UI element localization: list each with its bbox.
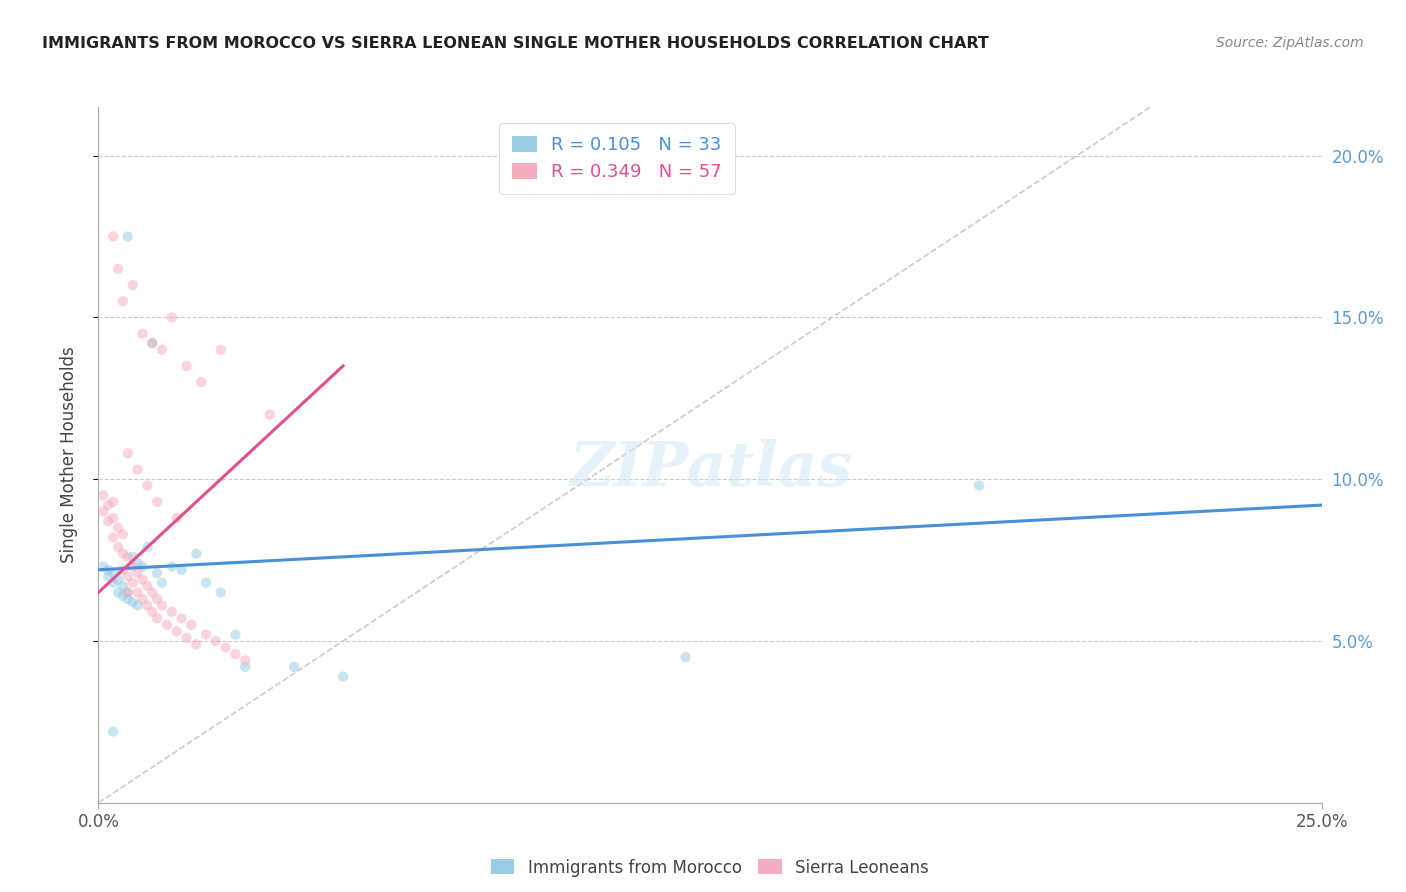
Point [127,585,149,599]
Point [141,605,163,619]
Point [131,573,153,587]
Point [186,637,208,651]
Text: IMMIGRANTS FROM MOROCCO VS SIERRA LEONEAN SINGLE MOTHER HOUSEHOLDS CORRELATION C: IMMIGRANTS FROM MOROCCO VS SIERRA LEONEA… [42,36,988,51]
Point [117,569,139,583]
Point [146,611,169,625]
Point [101,531,124,545]
Point [111,589,134,603]
Point [195,627,218,641]
Point [111,294,134,309]
Point [117,446,139,460]
Point [101,229,124,244]
Point [214,640,236,655]
Point [107,585,129,599]
Point [97,498,120,512]
Point [101,511,124,525]
Point [150,599,173,613]
Point [117,591,139,606]
Point [156,617,179,632]
Point [146,591,169,606]
Point [224,627,246,641]
Point [111,579,134,593]
Point [107,261,129,276]
Point [195,575,218,590]
Point [160,310,183,325]
Point [190,375,212,389]
Point [97,514,120,528]
Point [117,549,139,564]
Point [121,559,143,574]
Point [224,647,246,661]
Point [160,559,183,574]
Point [121,595,143,609]
Point [967,478,990,492]
Point [332,670,354,684]
Text: Source: ZipAtlas.com: Source: ZipAtlas.com [1216,36,1364,50]
Point [107,540,129,554]
Point [233,653,256,667]
Legend: Immigrants from Morocco, Sierra Leoneans: Immigrants from Morocco, Sierra Leoneans [482,850,938,885]
Point [136,540,159,554]
Point [101,575,124,590]
Point [205,634,228,648]
Point [136,478,159,492]
Point [180,617,202,632]
Point [121,549,143,564]
Point [111,547,134,561]
Point [186,547,208,561]
Point [176,631,198,645]
Point [136,579,159,593]
Point [150,575,173,590]
Point [117,585,139,599]
Point [121,278,143,293]
Point [160,605,183,619]
Point [91,504,114,518]
Point [107,573,129,587]
Point [146,566,169,580]
Point [675,650,697,665]
Point [146,495,169,509]
Point [101,495,124,509]
Point [209,585,232,599]
Point [141,336,163,351]
Point [176,359,198,373]
Point [117,585,139,599]
Point [131,326,153,341]
Point [170,611,193,625]
Point [91,488,114,502]
Point [170,563,193,577]
Point [97,563,120,577]
Point [111,527,134,541]
Point [117,229,139,244]
Point [131,591,153,606]
Point [166,511,188,525]
Point [259,408,281,422]
Point [101,566,124,580]
Point [127,557,149,571]
Point [91,559,114,574]
Point [111,563,134,577]
Point [127,566,149,580]
Point [141,336,163,351]
Point [131,559,153,574]
Point [283,660,305,674]
Point [233,660,256,674]
Point [127,462,149,476]
Y-axis label: Single Mother Households: Single Mother Households [59,347,77,563]
Point [101,724,124,739]
Point [136,599,159,613]
Point [121,575,143,590]
Point [97,569,120,583]
Point [166,624,188,639]
Point [150,343,173,357]
Point [141,585,163,599]
Point [127,599,149,613]
Point [107,521,129,535]
Point [209,343,232,357]
Text: ZIPatlas: ZIPatlas [568,439,852,499]
